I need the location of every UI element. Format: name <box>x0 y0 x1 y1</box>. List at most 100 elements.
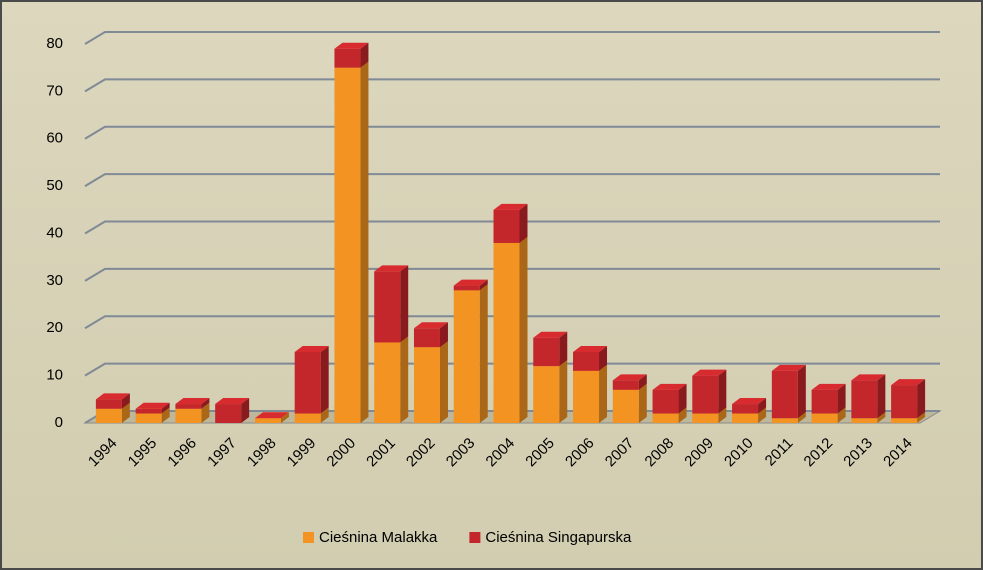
bar-side <box>400 336 409 423</box>
bar-front <box>334 48 361 68</box>
bar-segment <box>334 42 369 68</box>
legend-swatch <box>303 532 314 543</box>
bar-front <box>811 413 838 423</box>
bar-side <box>360 42 369 68</box>
bar-side <box>917 379 926 419</box>
bar-front <box>135 408 162 414</box>
bar-front <box>374 271 401 343</box>
bar-front <box>771 418 798 423</box>
bar-side <box>837 407 846 423</box>
bar-segment <box>135 402 170 414</box>
bar-segment <box>732 398 767 414</box>
bar-segment <box>334 61 369 423</box>
bar-side <box>400 265 409 343</box>
bar-side <box>320 345 329 414</box>
bar-front <box>732 404 759 414</box>
bar-segment <box>573 345 608 371</box>
bar-side <box>161 402 170 414</box>
bar-side <box>599 364 608 423</box>
bar-side <box>559 360 568 423</box>
bar-segment <box>215 398 250 423</box>
bar-side <box>201 398 210 409</box>
bar-front <box>573 351 600 371</box>
bar-top <box>413 322 448 329</box>
bar-side <box>519 203 528 243</box>
bar-side <box>479 279 488 291</box>
bar-segment <box>294 345 329 414</box>
bar-top <box>732 398 767 405</box>
bar-front <box>771 370 798 419</box>
bar-front <box>573 370 600 423</box>
y-tick-label: 40 <box>46 224 63 241</box>
bar-front <box>533 366 560 423</box>
bar-side <box>439 322 448 348</box>
bar-segment <box>612 374 647 390</box>
bar-side <box>559 331 568 367</box>
grid-line <box>84 315 940 330</box>
bar-segment <box>413 341 448 423</box>
bar-segment <box>413 322 448 348</box>
bar-front <box>95 399 122 409</box>
bar-top <box>135 402 170 409</box>
bar-front <box>612 389 639 423</box>
bar-side <box>320 407 329 423</box>
bar-segment <box>453 279 488 291</box>
bar-segment <box>533 331 568 367</box>
bar-side <box>638 383 647 423</box>
bar-side <box>360 61 369 423</box>
bar-segment <box>533 360 568 423</box>
bar-front <box>175 408 202 423</box>
bar-side <box>479 284 488 423</box>
bar-segment <box>493 203 528 243</box>
grid-line <box>84 267 940 282</box>
bar-segment <box>811 383 846 414</box>
grid-line <box>84 173 940 187</box>
y-tick-label: 0 <box>55 414 63 431</box>
y-tick-label: 30 <box>46 272 63 289</box>
y-tick-label: 70 <box>46 82 63 99</box>
bar-front <box>493 242 520 423</box>
bar-top <box>652 383 687 390</box>
bar-front <box>413 328 440 348</box>
bar-side <box>241 398 250 423</box>
bar-segment <box>771 364 806 419</box>
bar-front <box>334 67 361 423</box>
bar-side <box>280 412 289 423</box>
bar-side <box>837 383 846 414</box>
bar-top <box>215 398 250 405</box>
bar-top <box>493 203 528 210</box>
bar-segment <box>254 412 289 419</box>
grid-line <box>84 125 940 140</box>
bar-side <box>877 412 886 423</box>
bar-top <box>294 345 329 352</box>
bar-front <box>652 389 679 414</box>
bar-front <box>95 408 122 423</box>
bar-front <box>732 413 759 423</box>
bar-front <box>374 342 401 423</box>
bar-segment <box>453 284 488 423</box>
y-tick-label: 50 <box>46 177 63 194</box>
bar-top <box>692 369 727 376</box>
bar-front <box>891 385 918 419</box>
legend-label: Cieśnina Singapurska <box>485 529 632 546</box>
bar-side <box>161 407 170 423</box>
bar-front <box>294 413 321 423</box>
y-tick-label: 60 <box>46 130 63 147</box>
bar-top <box>533 331 568 338</box>
y-tick-label: 10 <box>46 367 63 384</box>
bar-front <box>135 413 162 423</box>
bar-side <box>519 236 528 423</box>
bar-front <box>851 380 878 419</box>
bar-front <box>294 351 321 414</box>
bar-top <box>811 383 846 390</box>
bar-top <box>891 379 926 386</box>
bar-side <box>121 393 130 409</box>
bar-side <box>678 383 687 414</box>
y-tick-label: 20 <box>46 319 63 336</box>
bar-front <box>453 285 480 291</box>
bar-front <box>175 404 202 409</box>
bar-side <box>877 374 886 419</box>
grid-line <box>84 78 940 93</box>
